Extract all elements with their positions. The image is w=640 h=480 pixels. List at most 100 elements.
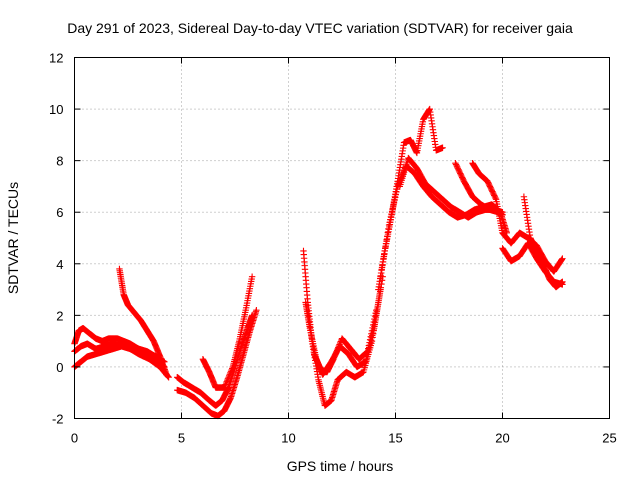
data-point (393, 188, 400, 196)
data-point (225, 372, 233, 379)
series-seg-c (71, 343, 172, 381)
data-point (393, 185, 401, 193)
x-tick-label: 10 (281, 431, 295, 446)
data-point (377, 273, 384, 280)
data-point (368, 330, 375, 337)
data-point (382, 244, 389, 251)
series-seg-d (116, 265, 170, 378)
data-point (221, 384, 228, 391)
data-point (387, 216, 394, 223)
data-point (330, 354, 338, 361)
data-point (332, 350, 340, 357)
chart-title: Day 291 of 2023, Sidereal Day-to-day VTE… (67, 20, 573, 36)
data-point (228, 366, 235, 374)
data-point (365, 345, 372, 352)
data-point (381, 247, 388, 255)
series-seg-q (520, 193, 566, 291)
data-point (367, 333, 374, 340)
x-tick-label: 25 (602, 431, 616, 446)
data-point (364, 348, 371, 355)
data-point (222, 381, 229, 388)
data-point (331, 353, 338, 360)
data-point (559, 255, 566, 262)
data-point (386, 219, 393, 226)
data-point (370, 318, 377, 326)
data-point (224, 375, 232, 382)
data-point (385, 225, 392, 232)
data-point (378, 266, 385, 273)
data-point (385, 221, 393, 229)
data-point (388, 210, 395, 218)
data-point (373, 307, 380, 314)
x-tick-label: 0 (71, 431, 78, 446)
data-point (227, 368, 235, 375)
data-point (221, 382, 229, 390)
data-point (558, 256, 566, 263)
grid (74, 57, 610, 419)
x-tick-label: 20 (495, 431, 509, 446)
data-point (226, 371, 234, 378)
data-point (379, 262, 386, 269)
data-point (333, 347, 341, 354)
data-point (224, 376, 231, 384)
data-point (391, 197, 398, 204)
data-point (377, 269, 385, 277)
series-seg-j (310, 307, 380, 376)
data-point (380, 251, 388, 258)
x-axis-label: GPS time / hours (287, 458, 394, 474)
data-point (334, 345, 341, 353)
data-point (369, 324, 376, 332)
y-axis: -2 0 2 4 6 8 10 12 (49, 51, 610, 427)
y-tick-label: -2 (52, 412, 64, 427)
y-tick-label: 6 (56, 205, 63, 220)
data-point (390, 199, 398, 207)
data-point (253, 307, 260, 314)
data-point (363, 348, 371, 356)
y-axis-label: SDTVAR / TECUs (5, 182, 21, 294)
data-point (388, 208, 396, 215)
data-point (371, 315, 378, 323)
y-tick-label: 4 (56, 257, 63, 272)
data-point (384, 232, 391, 240)
data-point (383, 236, 390, 244)
y-tick-label: 0 (56, 360, 63, 375)
data-point (330, 355, 337, 363)
data-point (375, 295, 383, 302)
data-point (492, 194, 499, 202)
data-point (368, 327, 376, 335)
data-point (369, 321, 377, 329)
data-point (363, 349, 370, 356)
data-point (372, 309, 379, 317)
data-point (335, 344, 342, 351)
data-point (559, 278, 566, 286)
data-point (223, 378, 230, 385)
data-point (333, 348, 340, 356)
data-point (335, 342, 343, 350)
data-point (439, 144, 446, 151)
data-point (227, 369, 234, 377)
data-point (387, 213, 395, 221)
y-tick-label: 2 (56, 308, 63, 323)
x-axis: 0 5 10 15 20 25 (71, 57, 617, 446)
data-point (384, 229, 392, 236)
y-tick-label: 12 (49, 51, 63, 66)
data-point (391, 194, 399, 201)
series-seg-g (199, 273, 256, 391)
data-point (376, 291, 383, 299)
data-point (225, 374, 232, 381)
data-point (374, 302, 381, 310)
data-point (389, 205, 396, 212)
data-point (366, 336, 374, 343)
plot-frame (74, 57, 610, 419)
data-point (248, 273, 256, 280)
x-tick-label: 5 (178, 431, 185, 446)
y-tick-label: 8 (56, 154, 63, 169)
series-seg-f (174, 307, 260, 420)
data-point (229, 365, 236, 372)
data-point (375, 299, 382, 306)
data-point (380, 255, 387, 262)
data-point (392, 191, 400, 198)
data-point (379, 258, 387, 266)
data-points (71, 105, 566, 420)
